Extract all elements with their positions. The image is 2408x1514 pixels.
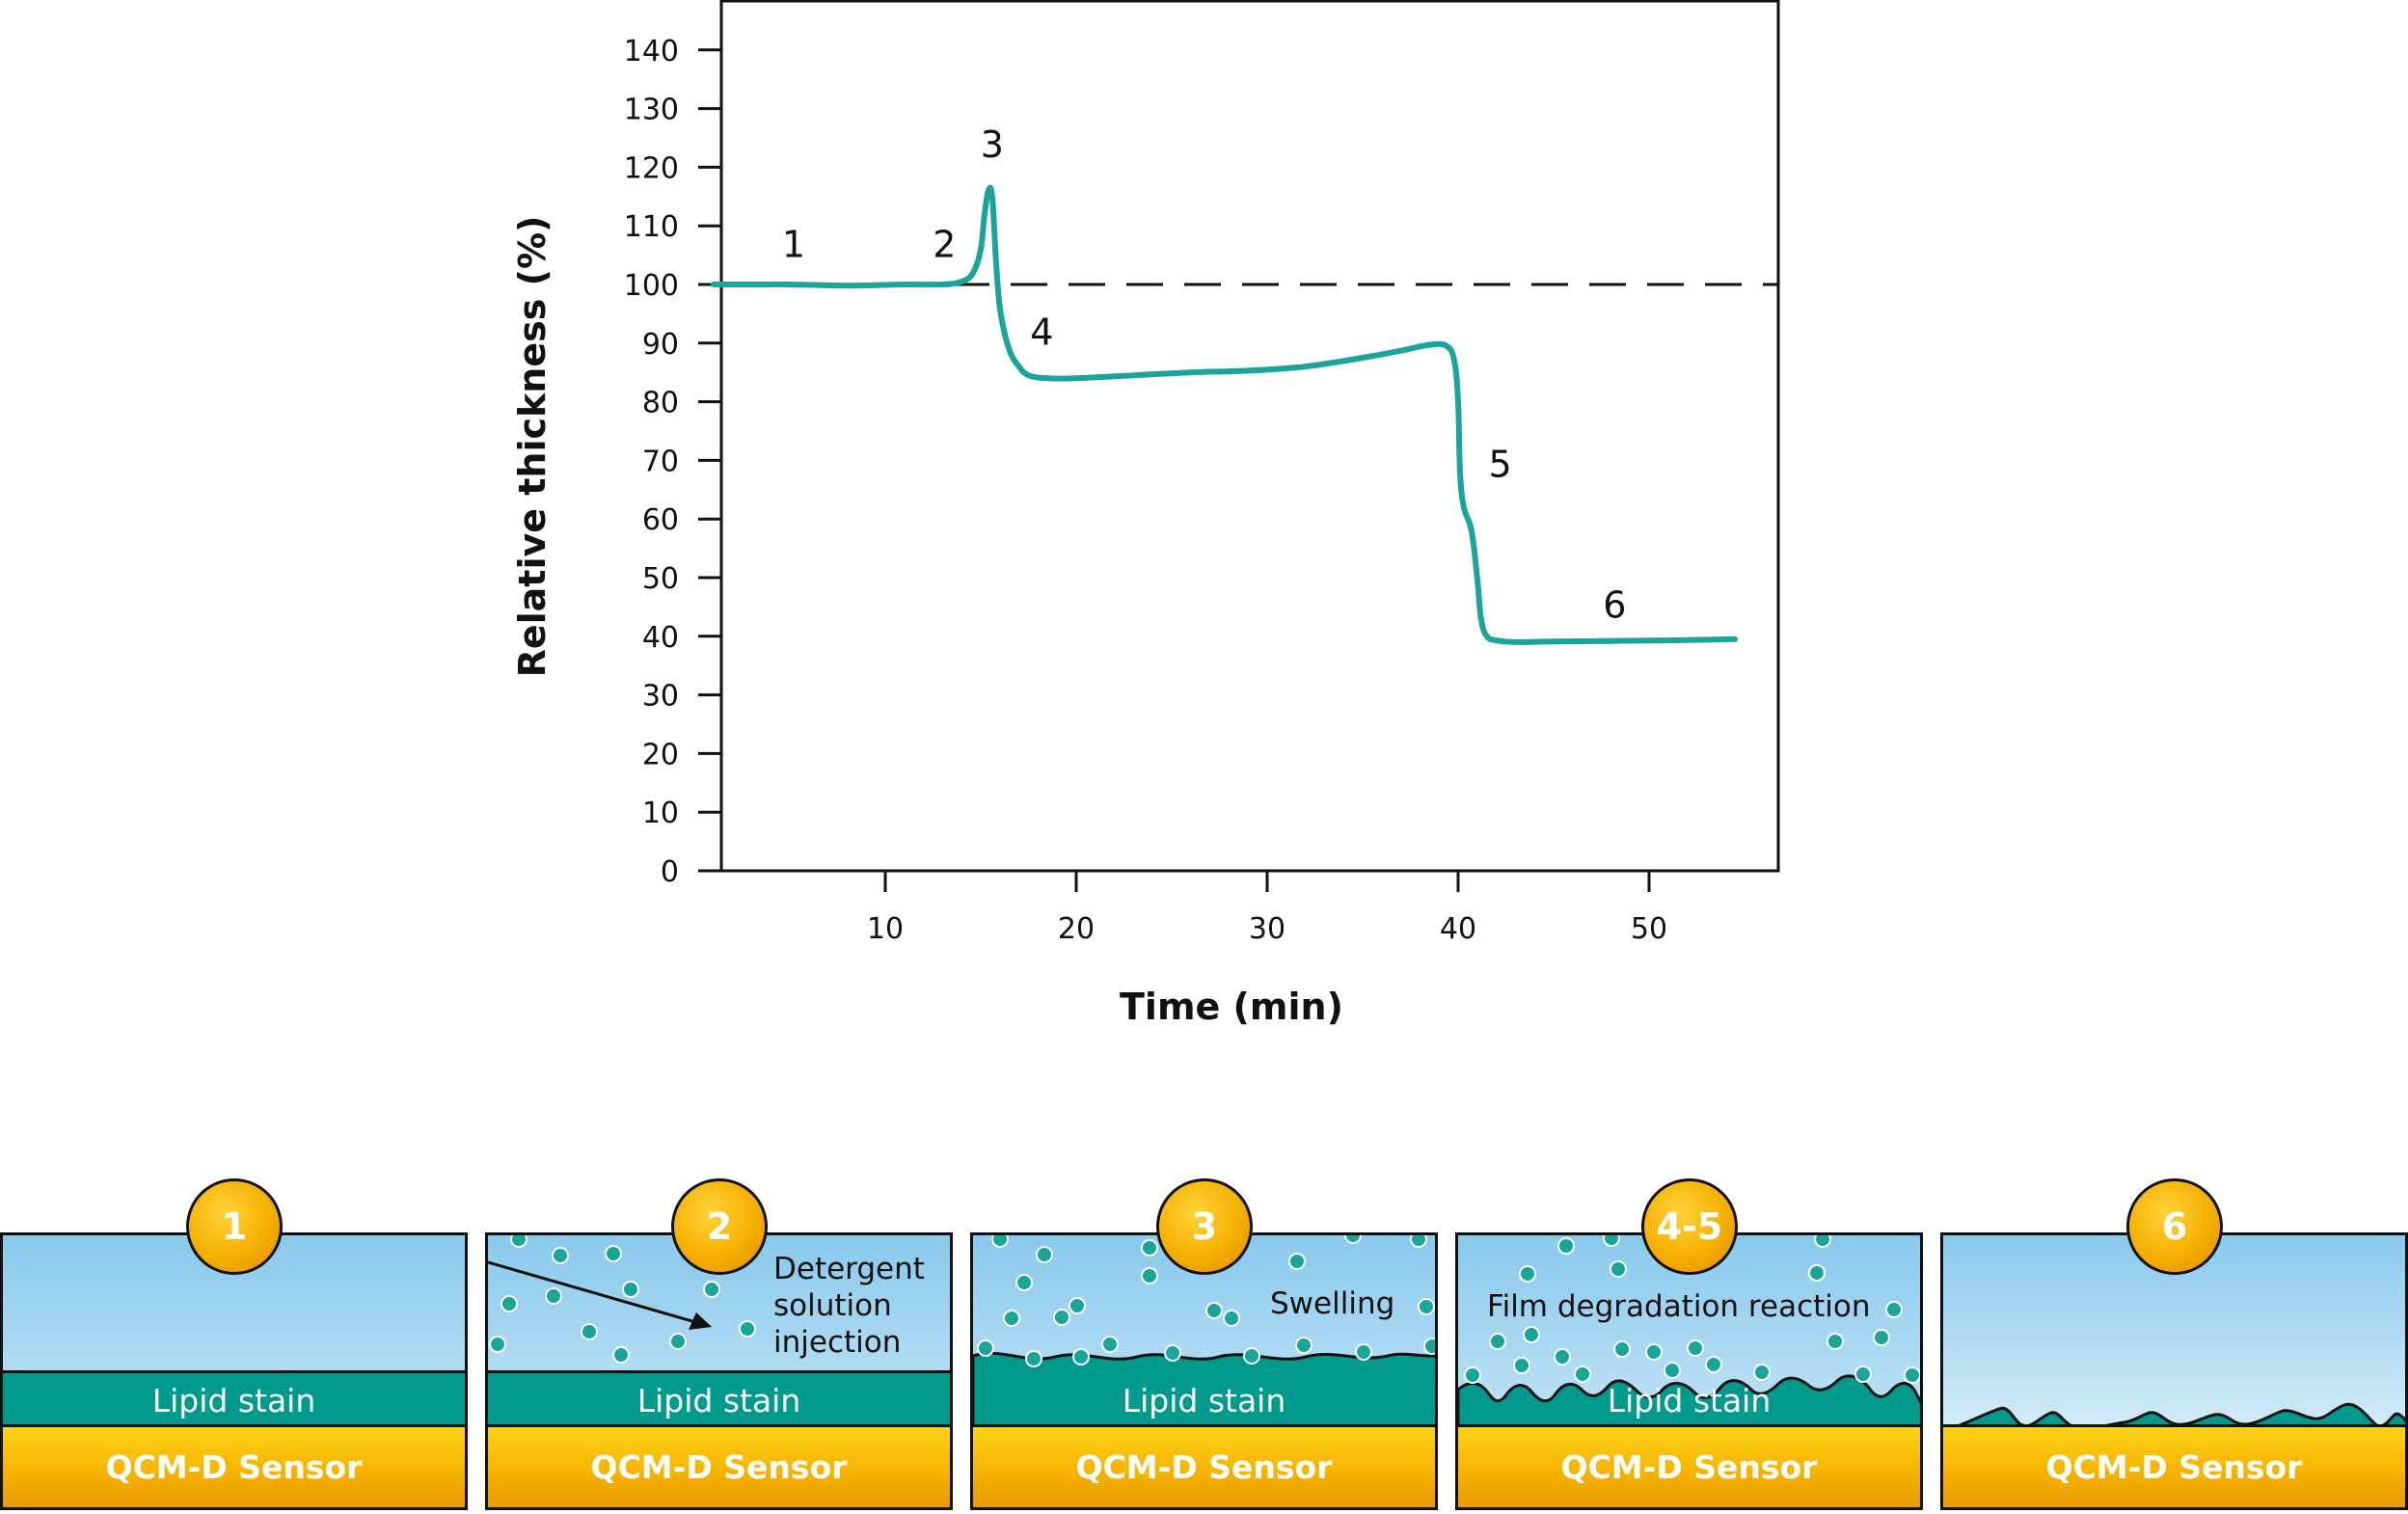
process-panels: 1 Lipid stain QCM-D Sensor 2 Detergent s… [0, 1178, 2408, 1514]
note-line: injection [773, 1325, 902, 1360]
y-tick-label: 20 [642, 738, 679, 771]
detergent-note: Detergent solution injection [773, 1251, 925, 1361]
y-tick-label: 50 [642, 562, 679, 596]
note-line: Swelling [1270, 1286, 1395, 1321]
sensor-layer: QCM-D Sensor [1943, 1424, 2405, 1507]
lipid-layer: Lipid stain [488, 1370, 950, 1427]
lipid-layer: Lipid stain [3, 1370, 465, 1427]
lipid-label: Lipid stain [151, 1381, 316, 1419]
sensor-label: QCM-D Sensor [590, 1448, 848, 1486]
lipid-label: Lipid stain [1122, 1381, 1286, 1419]
detergent-molecules [488, 1235, 756, 1364]
plot-frame [719, 0, 1780, 873]
y-tick-label: 0 [661, 855, 679, 889]
sensor-layer: QCM-D Sensor [1458, 1424, 1920, 1507]
x-axis-ticks: 10 20 30 40 50 [867, 871, 1667, 946]
y-tick-label: 60 [642, 503, 679, 537]
x-tick-label: 40 [1440, 912, 1476, 946]
y-tick-label: 10 [642, 797, 679, 830]
thickness-series-line [710, 184, 1739, 645]
lipid-label: Lipid stain [636, 1381, 801, 1419]
phase-label: 6 [1603, 583, 1626, 626]
y-tick-label: 140 [624, 35, 679, 68]
phase-annotations: 1 2 3 4 5 6 [782, 123, 1627, 626]
phase-label: 4 [1030, 311, 1053, 354]
y-tick-label: 70 [642, 445, 679, 478]
degrading-film [1458, 1235, 1920, 1435]
y-tick-label: 90 [642, 328, 679, 362]
sensor-layer: QCM-D Sensor [3, 1424, 465, 1507]
step-badge-3: 3 [1156, 1178, 1253, 1275]
degradation-note: Film degradation reaction [1487, 1288, 1871, 1325]
y-tick-label: 130 [624, 94, 679, 127]
y-tick-label: 120 [624, 151, 679, 185]
y-tick-label: 110 [624, 210, 679, 244]
x-tick-label: 10 [867, 912, 904, 946]
y-axis-ticks: 0 10 20 30 40 50 60 70 80 90 100 110 120 130 140 [624, 35, 721, 889]
phase-label: 3 [981, 123, 1004, 166]
phase-label: 1 [782, 223, 805, 265]
y-tick-label: 30 [642, 680, 679, 714]
swelling-note: Swelling [1270, 1285, 1394, 1322]
y-tick-label: 100 [624, 269, 679, 303]
x-tick-label: 30 [1249, 912, 1285, 946]
panel-step-2: Detergent solution injection Lipid stain… [485, 1232, 953, 1510]
step-badge-4-5: 4-5 [1641, 1178, 1738, 1275]
sensor-label: QCM-D Sensor [1560, 1448, 1818, 1486]
x-tick-label: 50 [1631, 912, 1667, 946]
x-tick-label: 20 [1058, 912, 1095, 946]
y-tick-label: 40 [642, 621, 679, 655]
sensor-layer: QCM-D Sensor [488, 1424, 950, 1507]
panel-step-6: QCM-D Sensor [1940, 1232, 2408, 1510]
lipid-label: Lipid stain [1607, 1381, 1772, 1419]
y-tick-label: 80 [642, 387, 679, 420]
sensor-label: QCM-D Sensor [2045, 1448, 2303, 1486]
panel-step-1: Lipid stain QCM-D Sensor [0, 1232, 468, 1510]
note-line: Film degradation reaction [1487, 1289, 1871, 1324]
panel-step-4-5: Film degradation reaction Lipid stain QC… [1455, 1232, 1923, 1510]
swollen-film [973, 1235, 1435, 1435]
step-badge-2: 2 [671, 1178, 768, 1275]
sensor-label: QCM-D Sensor [1075, 1448, 1333, 1486]
phase-label: 2 [933, 223, 956, 265]
step-badge-6: 6 [2126, 1178, 2223, 1275]
y-axis-title: Relative thickness (%) [511, 216, 554, 678]
sensor-layer: QCM-D Sensor [973, 1424, 1435, 1507]
note-line: solution [773, 1288, 892, 1323]
step-badge-1: 1 [186, 1178, 283, 1275]
phase-label: 5 [1488, 443, 1511, 485]
x-axis-title: Time (min) [1120, 986, 1343, 1028]
note-line: Detergent [773, 1252, 925, 1286]
sensor-label: QCM-D Sensor [105, 1448, 363, 1486]
